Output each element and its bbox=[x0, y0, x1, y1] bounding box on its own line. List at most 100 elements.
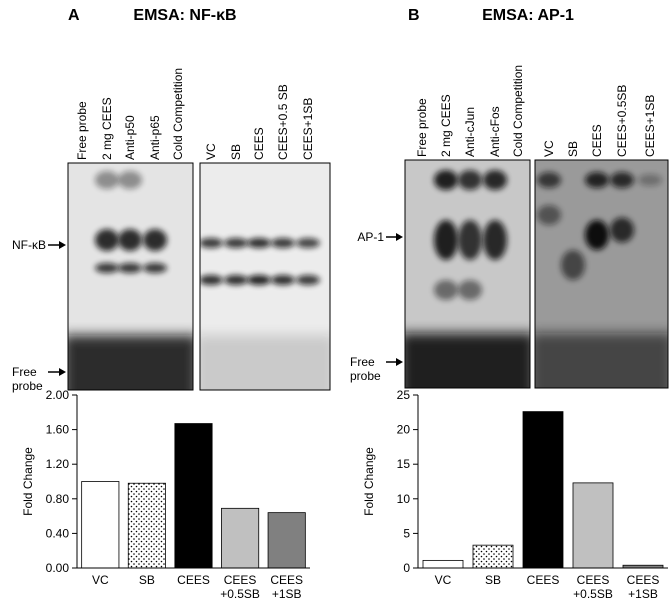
gel-band bbox=[143, 229, 167, 251]
x-tick-label: VC bbox=[435, 573, 452, 587]
gel-band bbox=[95, 171, 119, 189]
free-probe-smear bbox=[200, 335, 330, 390]
gel-band bbox=[458, 170, 482, 190]
band-label: NF-κB bbox=[12, 238, 46, 252]
gel-band bbox=[537, 205, 561, 225]
gel-band bbox=[458, 220, 482, 260]
bar bbox=[267, 512, 306, 569]
gel-left bbox=[404, 159, 531, 389]
lane-label: VC bbox=[204, 143, 218, 160]
lane-label: SB bbox=[566, 141, 580, 157]
gel-band bbox=[118, 229, 142, 251]
y-tick-label: 10 bbox=[397, 492, 411, 506]
bar bbox=[127, 482, 166, 569]
lane-label: Free probe bbox=[75, 101, 89, 160]
y-tick-label: 25 bbox=[397, 388, 411, 402]
panel-title: EMSA: NF-κB bbox=[133, 7, 236, 24]
y-tick-label: 15 bbox=[397, 457, 411, 471]
lane-label: 2 mg CEES bbox=[439, 94, 453, 157]
probe-label: Free probe bbox=[12, 365, 43, 393]
y-tick-label: 0 bbox=[403, 561, 410, 575]
free-probe-smear bbox=[535, 333, 668, 388]
gel-band bbox=[434, 170, 458, 190]
gel-band bbox=[247, 238, 271, 248]
gel-bands bbox=[200, 238, 330, 390]
lane-label: Anti-cJun bbox=[463, 107, 477, 157]
gel-bands bbox=[68, 171, 193, 390]
gel-band bbox=[434, 280, 458, 300]
gel-band bbox=[537, 172, 561, 188]
arrow-head bbox=[59, 368, 66, 376]
y-tick-label: 1.60 bbox=[46, 423, 70, 437]
gel-left bbox=[67, 162, 194, 391]
lane-label: Anti-p50 bbox=[123, 115, 137, 160]
free-probe-smear bbox=[68, 335, 193, 390]
gel-border bbox=[67, 162, 194, 391]
gel-band bbox=[585, 220, 609, 250]
gel-band bbox=[118, 263, 142, 273]
bar bbox=[572, 482, 614, 569]
y-tick-label: 1.20 bbox=[46, 457, 70, 471]
band-label: AP-1 bbox=[357, 230, 384, 244]
y-tick-label: 5 bbox=[403, 526, 410, 540]
free-probe-smear bbox=[405, 333, 530, 388]
gel-band bbox=[458, 280, 482, 300]
gel-band bbox=[610, 172, 634, 188]
x-tick-label: VC bbox=[92, 573, 109, 587]
gel-band bbox=[247, 275, 271, 285]
gel-band bbox=[610, 217, 634, 243]
gel-band bbox=[224, 275, 248, 285]
lane-label: Cold Competition bbox=[171, 68, 185, 160]
gel-bands bbox=[405, 170, 530, 388]
gel-band bbox=[95, 263, 119, 273]
arrow-head bbox=[396, 233, 403, 241]
gel-band bbox=[224, 238, 248, 248]
gel-band bbox=[200, 275, 223, 285]
gel-band bbox=[483, 170, 507, 190]
gel-band bbox=[483, 220, 507, 260]
lane-label: Anti-p65 bbox=[148, 115, 162, 160]
gel-band bbox=[638, 174, 662, 186]
lane-label: VC bbox=[542, 140, 556, 157]
x-tick-label: SB bbox=[485, 573, 501, 587]
lane-label: Cold Competition bbox=[511, 65, 525, 157]
lane-label: CEES bbox=[590, 124, 604, 157]
gel-border bbox=[534, 159, 669, 389]
gel-band bbox=[143, 263, 167, 273]
bar bbox=[221, 507, 260, 569]
bar bbox=[472, 544, 514, 569]
lane-label: Free probe bbox=[415, 98, 429, 157]
gel-band bbox=[561, 250, 585, 280]
arrow-head bbox=[59, 241, 66, 249]
x-tick-label: CEES +0.5SB bbox=[220, 573, 260, 601]
panel-letter: B bbox=[408, 7, 420, 24]
x-tick-label: CEES +0.5SB bbox=[573, 573, 613, 601]
gel-right bbox=[534, 159, 669, 389]
arrow-head bbox=[396, 358, 403, 366]
x-tick-label: CEES +1SB bbox=[627, 573, 660, 601]
panel-title: EMSA: AP-1 bbox=[482, 7, 574, 24]
y-tick-label: 20 bbox=[397, 423, 411, 437]
gel-band bbox=[585, 172, 609, 188]
y-tick-label: 0.80 bbox=[46, 492, 70, 506]
lane-label: CEES+0.5 SB bbox=[276, 84, 290, 160]
lane-label: Anti-cFos bbox=[488, 106, 502, 157]
gel-band bbox=[118, 171, 142, 189]
bar bbox=[174, 423, 213, 569]
lane-label: CEES bbox=[252, 127, 266, 160]
y-axis-label: Fold Change bbox=[21, 447, 35, 516]
lane-label: 2 mg CEES bbox=[100, 97, 114, 160]
gel-band bbox=[271, 238, 295, 248]
gel-band bbox=[200, 238, 223, 248]
gel-band bbox=[296, 238, 320, 248]
gel-right bbox=[199, 162, 331, 391]
y-tick-label: 2.00 bbox=[46, 388, 70, 402]
lane-label: SB bbox=[229, 144, 243, 160]
bar bbox=[81, 481, 120, 569]
y-axis-label: Fold Change bbox=[362, 447, 376, 516]
x-tick-label: CEES bbox=[177, 573, 210, 587]
gel-band bbox=[296, 275, 320, 285]
x-tick-label: CEES +1SB bbox=[270, 573, 303, 601]
gel-band bbox=[434, 220, 458, 260]
